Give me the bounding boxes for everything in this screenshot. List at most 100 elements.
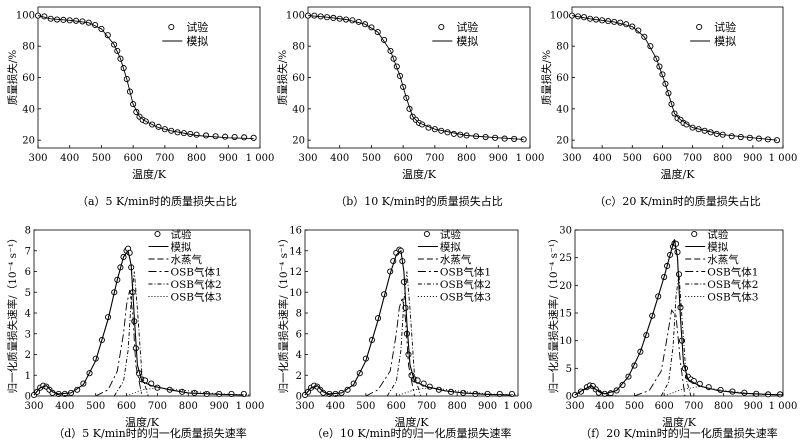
x-tick-label: 600 (117, 401, 136, 412)
legend-label: OSB气体2 (170, 278, 221, 291)
y-axis-label: 归一化质量损失速率/（10⁻⁴ s⁻¹） (547, 233, 560, 394)
x-tick-label: 800 (457, 153, 476, 164)
y-tick-label: 14 (289, 246, 302, 257)
y-tick-label: 0 (566, 392, 572, 403)
x-tick-label: 700 (683, 153, 702, 164)
x-tick-label: 300 (24, 401, 43, 412)
chart-caption: （d）5 K/min时的归一化质量损失速率 (53, 426, 247, 440)
legend-label: 模拟 (707, 241, 728, 254)
legend-marker (423, 230, 430, 238)
y-tick-label: 60 (22, 73, 35, 84)
y-tick-label: 10 (559, 336, 572, 347)
x-tick-label: 900 (210, 401, 229, 412)
series-line (95, 290, 143, 397)
series-line (126, 387, 251, 397)
y-axis-label: 归一化质量损失速率/（10⁻⁴ s⁻¹） (277, 233, 290, 394)
legend-label: 试验 (170, 228, 191, 241)
x-tick-label: 800 (179, 401, 198, 412)
plot-frame (37, 6, 261, 149)
y-axis-label: 归一化质量损失速率/（10⁻⁴ s⁻¹） (6, 233, 19, 394)
legend-label: 模拟 (456, 34, 478, 48)
data-point (496, 390, 503, 397)
chart-panel-2: 300 400 500 600 700 800 900 1 000 20 40 60 80 100 温度/… (540, 6, 797, 208)
data-point (508, 390, 515, 397)
y-tick-label: 8 (25, 226, 31, 237)
series-line (33, 385, 72, 397)
legend-label: 试验 (186, 20, 208, 34)
x-tick-label: 700 (425, 153, 444, 164)
x-tick-label: 600 (655, 401, 674, 412)
legend-label: OSB气体2 (440, 278, 491, 291)
x-tick-label: 1 000 (516, 153, 545, 164)
data-point (240, 390, 247, 397)
x-tick-label: 900 (744, 401, 763, 412)
y-tick-label: 100 (550, 10, 569, 21)
x-tick-label: 700 (155, 153, 174, 164)
series-line (304, 249, 512, 396)
x-tick-label: 800 (713, 153, 732, 164)
x-tick-label: 300 (565, 401, 584, 412)
data-point (203, 132, 210, 139)
x-tick-label: 300 (295, 401, 314, 412)
legend-label: OSB气体3 (707, 291, 758, 304)
data-point (635, 27, 642, 34)
legend-label: OSB气体2 (707, 278, 758, 291)
y-tick-label: 20 (292, 136, 305, 147)
series-line (571, 15, 778, 141)
x-tick-label: 700 (684, 401, 703, 412)
y-tick-label: 10 (289, 288, 302, 299)
y-tick-label: 40 (22, 104, 35, 115)
x-tick-label: 300 (28, 153, 47, 164)
x-axis-label: 温度/K (125, 415, 160, 429)
x-tick-label: 900 (219, 153, 238, 164)
x-tick-label: 500 (86, 401, 105, 412)
data-point (193, 131, 200, 138)
y-tick-label: 16 (289, 226, 302, 237)
y-tick-label: 80 (556, 42, 569, 53)
legend-label: 模拟 (170, 241, 191, 254)
x-tick-label: 1 000 (769, 401, 798, 412)
legend-label: 试验 (714, 20, 736, 34)
y-axis-label: 质量损失/% (540, 50, 553, 106)
x-tick-label: 600 (387, 401, 406, 412)
legend-label: 水蒸气 (170, 253, 202, 266)
legend-marker (691, 230, 698, 238)
x-axis-label: 温度/K (132, 167, 167, 181)
x-tick-label: 700 (417, 401, 436, 412)
x-tick-label: 1 000 (246, 153, 275, 164)
legend-label: 模拟 (186, 34, 208, 48)
series-line (307, 15, 524, 140)
y-tick-label: 20 (556, 136, 569, 147)
chart-panel-5: 300 400 500 600 700 800 900 1 000 0 5 10 15 20 25 30 温度… (547, 226, 797, 441)
x-tick-label: 600 (653, 153, 672, 164)
chart-panel-1: 300 400 500 600 700 800 900 1 000 20 40 60 80 100 温度/… (276, 6, 545, 208)
legend-label: 试验 (440, 228, 461, 241)
legend-label: OSB气体1 (170, 266, 221, 279)
x-tick-label: 300 (298, 153, 317, 164)
y-tick-label: 60 (292, 73, 305, 84)
legend-label: 试验 (707, 228, 728, 241)
data-point (231, 133, 238, 141)
y-tick-label: 2 (25, 350, 31, 361)
legend-label: 水蒸气 (440, 253, 472, 266)
y-tick-label: 4 (296, 350, 302, 361)
chart-caption: （c）20 K/min时的质量损失占比 (594, 194, 761, 208)
y-tick-label: 15 (559, 309, 572, 320)
x-tick-label: 400 (55, 401, 74, 412)
legend-label: 模拟 (714, 34, 736, 48)
x-tick-label: 900 (489, 153, 508, 164)
x-tick-label: 400 (593, 153, 612, 164)
x-tick-label: 500 (92, 153, 111, 164)
y-tick-label: 80 (292, 42, 305, 53)
series-line (574, 239, 784, 396)
chart-panel-0: 300 400 500 600 700 800 900 1 000 20 40 60 80 100 温度/… (6, 6, 275, 208)
chart-caption: （b）10 K/min时的质量损失占比 (335, 194, 503, 208)
x-tick-label: 1 000 (504, 401, 533, 412)
data-point (222, 133, 229, 140)
y-tick-label: 0 (296, 392, 302, 403)
series-line (304, 385, 342, 397)
legend-marker (154, 230, 161, 238)
plot-frame (307, 6, 531, 149)
x-tick-label: 700 (148, 401, 167, 412)
series-line (660, 274, 692, 397)
